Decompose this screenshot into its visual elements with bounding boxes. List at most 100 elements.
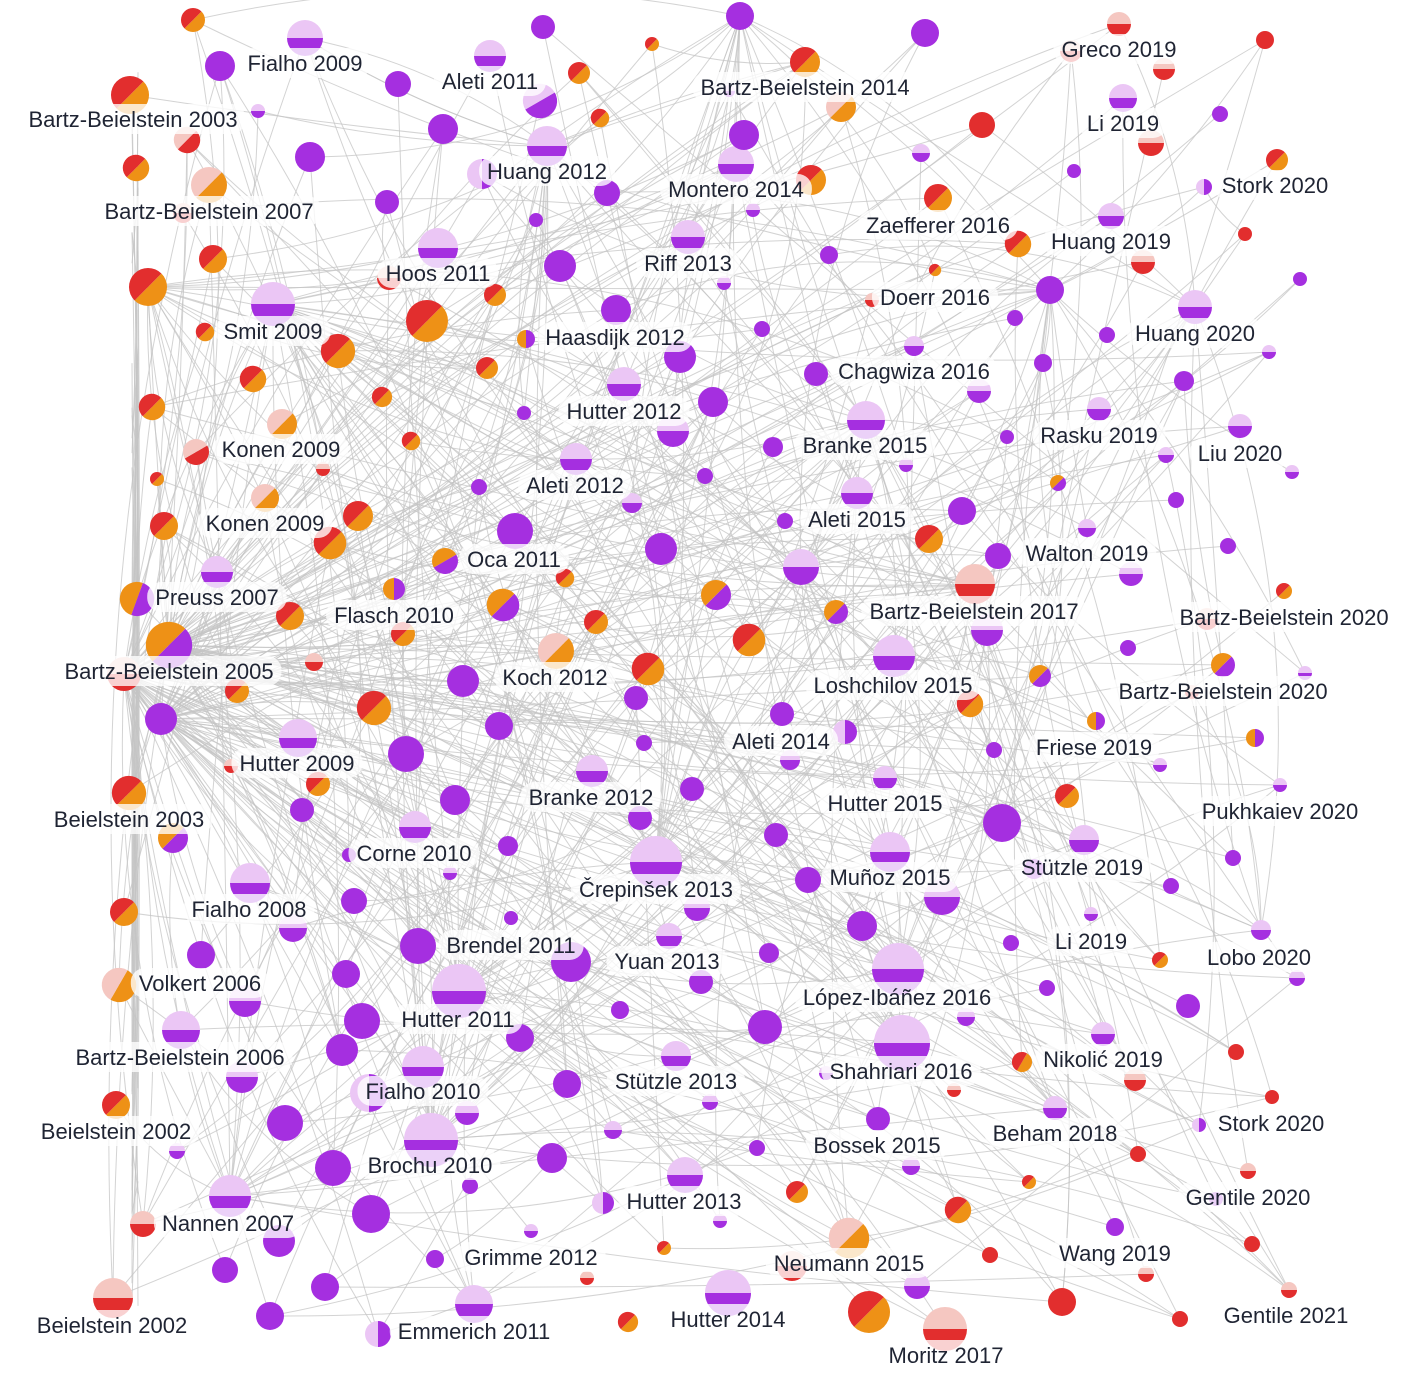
paper-node[interactable]: [1021, 1174, 1037, 1190]
paper-label[interactable]: Huang 2020: [1127, 318, 1263, 348]
paper-node[interactable]: [804, 362, 828, 386]
paper-node[interactable]: [1246, 729, 1264, 747]
paper-node[interactable]: [607, 367, 641, 401]
paper-node[interactable]: [763, 437, 783, 457]
paper-label[interactable]: Fialho 2009: [239, 48, 371, 78]
paper-label[interactable]: Stork 2020: [1213, 170, 1337, 200]
paper-label[interactable]: Aleti 2011: [433, 66, 547, 96]
paper-node[interactable]: [702, 1094, 718, 1110]
paper-node[interactable]: [700, 579, 732, 611]
paper-label[interactable]: Hutter 2015: [819, 788, 951, 818]
paper-node[interactable]: [385, 71, 411, 97]
paper-node[interactable]: [431, 547, 459, 575]
paper-node[interactable]: [1176, 994, 1200, 1018]
paper-node[interactable]: [594, 180, 620, 206]
paper-node[interactable]: [187, 941, 215, 969]
paper-node[interactable]: [636, 735, 652, 751]
paper-label[interactable]: Stützle 2013: [606, 1066, 746, 1096]
paper-label[interactable]: Fialho 2010: [357, 1076, 489, 1106]
paper-node[interactable]: [462, 1178, 478, 1194]
paper-node[interactable]: [592, 1192, 614, 1214]
paper-node[interactable]: [1106, 1218, 1124, 1236]
paper-node[interactable]: [356, 690, 392, 726]
paper-label[interactable]: Moritz 2017: [880, 1340, 1012, 1370]
paper-node[interactable]: [1087, 712, 1105, 730]
paper-node[interactable]: [1220, 538, 1236, 554]
paper-node[interactable]: [1289, 970, 1305, 986]
paper-node[interactable]: [770, 702, 794, 726]
paper-label[interactable]: Beielstein 2003: [45, 804, 213, 834]
paper-node[interactable]: [316, 462, 330, 476]
paper-node[interactable]: [1138, 1266, 1154, 1282]
paper-node[interactable]: [305, 653, 323, 671]
paper-node[interactable]: [145, 703, 177, 735]
paper-node[interactable]: [1130, 1146, 1146, 1162]
paper-node[interactable]: [1099, 327, 1115, 343]
paper-label[interactable]: Oca 2011: [459, 544, 569, 574]
paper-label[interactable]: Hutter 2013: [618, 1186, 750, 1216]
paper-node[interactable]: [1238, 227, 1252, 241]
paper-node[interactable]: [315, 1150, 351, 1186]
paper-node[interactable]: [590, 108, 610, 128]
paper-node[interactable]: [764, 823, 788, 847]
paper-node[interactable]: [1034, 354, 1052, 372]
paper-node[interactable]: [266, 408, 298, 440]
paper-node[interactable]: [1067, 164, 1081, 178]
paper-node[interactable]: [656, 1240, 672, 1256]
paper-node[interactable]: [498, 836, 518, 856]
paper-node[interactable]: [1011, 1051, 1033, 1073]
paper-node[interactable]: [1107, 12, 1131, 36]
paper-node[interactable]: [109, 897, 139, 927]
paper-node[interactable]: [789, 46, 821, 78]
paper-label[interactable]: Bartz-Beielstein 2005: [56, 656, 282, 686]
paper-node[interactable]: [128, 267, 168, 307]
paper-node[interactable]: [1120, 640, 1136, 656]
paper-node[interactable]: [311, 1273, 339, 1301]
paper-label[interactable]: Preuss 2007: [147, 582, 287, 612]
paper-node[interactable]: [1091, 1022, 1115, 1046]
paper-node[interactable]: [375, 190, 399, 214]
paper-label[interactable]: Gentile 2021: [1215, 1300, 1357, 1330]
paper-node[interactable]: [1240, 1163, 1256, 1179]
paper-node[interactable]: [1293, 272, 1307, 286]
paper-node[interactable]: [101, 1090, 131, 1120]
paper-node[interactable]: [1281, 1282, 1297, 1298]
paper-node[interactable]: [182, 438, 210, 466]
paper-node[interactable]: [1069, 825, 1099, 855]
paper-node[interactable]: [537, 632, 575, 670]
paper-node[interactable]: [138, 393, 166, 421]
paper-node[interactable]: [1098, 203, 1124, 229]
paper-label[interactable]: Stützle 2019: [1012, 852, 1152, 882]
paper-node[interactable]: [866, 1107, 890, 1131]
paper-label[interactable]: Fialho 2008: [183, 894, 315, 924]
paper-node[interactable]: [401, 431, 421, 451]
paper-label[interactable]: Yuan 2013: [606, 946, 728, 976]
paper-node[interactable]: [948, 497, 976, 525]
paper-node[interactable]: [553, 1070, 581, 1098]
paper-label[interactable]: Konen 2009: [197, 508, 333, 538]
paper-node[interactable]: [531, 15, 555, 39]
paper-node[interactable]: [785, 1180, 809, 1204]
paper-label[interactable]: Huang 2019: [1043, 226, 1179, 256]
paper-node[interactable]: [537, 1143, 567, 1173]
paper-node[interactable]: [326, 1034, 358, 1066]
paper-label[interactable]: Koch 2012: [494, 662, 616, 692]
paper-node[interactable]: [717, 276, 731, 290]
paper-node[interactable]: [656, 923, 682, 949]
paper-label[interactable]: Lobo 2020: [1199, 942, 1319, 972]
paper-node[interactable]: [504, 911, 518, 925]
paper-label[interactable]: Volkert 2006: [130, 968, 270, 998]
paper-node[interactable]: [748, 1010, 782, 1044]
paper-node[interactable]: [1043, 1096, 1067, 1120]
paper-label[interactable]: Hutter 2011: [393, 1004, 523, 1034]
paper-node[interactable]: [443, 866, 457, 880]
paper-node[interactable]: [198, 244, 228, 274]
paper-label[interactable]: Muñoz 2015: [821, 862, 959, 892]
paper-label[interactable]: Konen 2009: [213, 434, 349, 464]
paper-node[interactable]: [986, 742, 1002, 758]
paper-node[interactable]: [111, 775, 147, 811]
paper-node[interactable]: [1039, 980, 1055, 996]
paper-node[interactable]: [713, 1214, 727, 1228]
paper-node[interactable]: [388, 736, 424, 772]
paper-label[interactable]: Branke 2015: [794, 430, 936, 460]
